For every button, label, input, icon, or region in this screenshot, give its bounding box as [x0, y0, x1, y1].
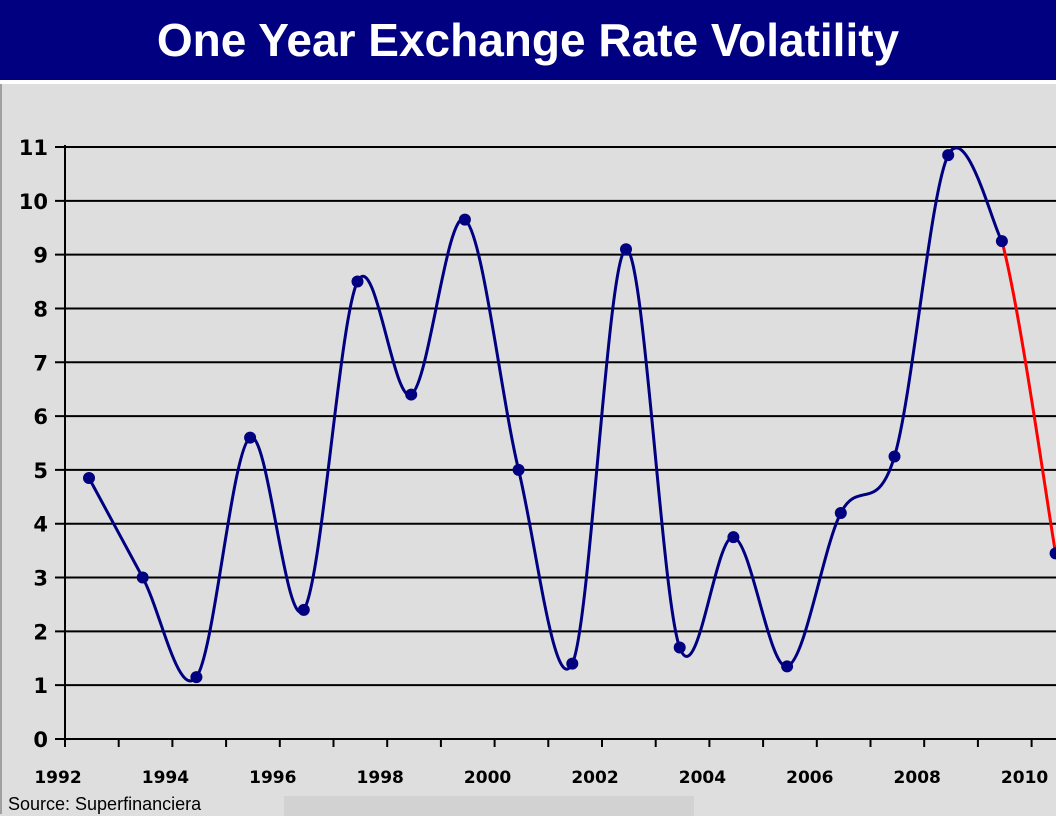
series-line-projection: [1000, 240, 1056, 554]
x-tick-label: 2000: [464, 768, 511, 788]
y-tick-label: 5: [33, 459, 48, 483]
y-tick-label: 4: [33, 513, 48, 537]
y-tick-label: 11: [19, 136, 48, 160]
data-point: [244, 431, 257, 444]
data-point: [136, 571, 149, 584]
y-tick-label: 8: [33, 297, 48, 321]
source-note: Source: Superfinanciera: [8, 794, 202, 814]
title-divider: [0, 80, 1056, 84]
x-tick-label: 1994: [142, 768, 189, 788]
data-point: [83, 471, 95, 484]
data-point: [512, 463, 525, 476]
x-tick-label: 2008: [894, 768, 941, 788]
data-point: [351, 275, 364, 288]
data-point: [620, 243, 632, 256]
data-point: [942, 149, 955, 162]
line-chart: 0 1 2 3 4 5 6 7 8 9 10 11 1992 1994 1996 1998 2000 2002 20…: [19, 136, 1056, 788]
x-tick-label: 1996: [249, 768, 296, 788]
data-point: [458, 213, 471, 226]
y-tick-label: 3: [33, 567, 48, 591]
data-point: [405, 388, 418, 401]
data-point: [566, 657, 579, 670]
data-point: [673, 641, 686, 654]
y-tick-label: 6: [33, 405, 48, 429]
y-tick-label: 7: [33, 351, 48, 375]
x-tick-label: 1998: [357, 768, 404, 788]
chart-frame: [0, 84, 1056, 814]
data-point: [995, 235, 1008, 248]
x-tick-label: 1992: [34, 768, 81, 788]
data-point: [834, 506, 847, 519]
data-point: [888, 450, 901, 463]
y-tick-label: 0: [33, 728, 48, 752]
chart-title: One Year Exchange Rate Volatility: [0, 0, 1056, 80]
x-tick-label: 2002: [571, 768, 618, 788]
y-tick-label: 9: [33, 244, 48, 268]
data-point: [1049, 547, 1056, 560]
series-line-historical: [87, 146, 1004, 683]
x-tick-label: 2006: [786, 768, 833, 788]
x-tick-label: 2010: [1001, 768, 1048, 788]
y-tick-label: 1: [33, 674, 48, 698]
data-point: [297, 603, 310, 616]
y-tick-label: 10: [19, 190, 48, 214]
y-tick-label: 2: [33, 620, 48, 644]
data-point: [727, 531, 740, 544]
redacted-box: [284, 796, 694, 816]
x-tick-label: 2004: [679, 768, 726, 788]
data-point: [781, 660, 794, 673]
data-point: [190, 671, 203, 684]
